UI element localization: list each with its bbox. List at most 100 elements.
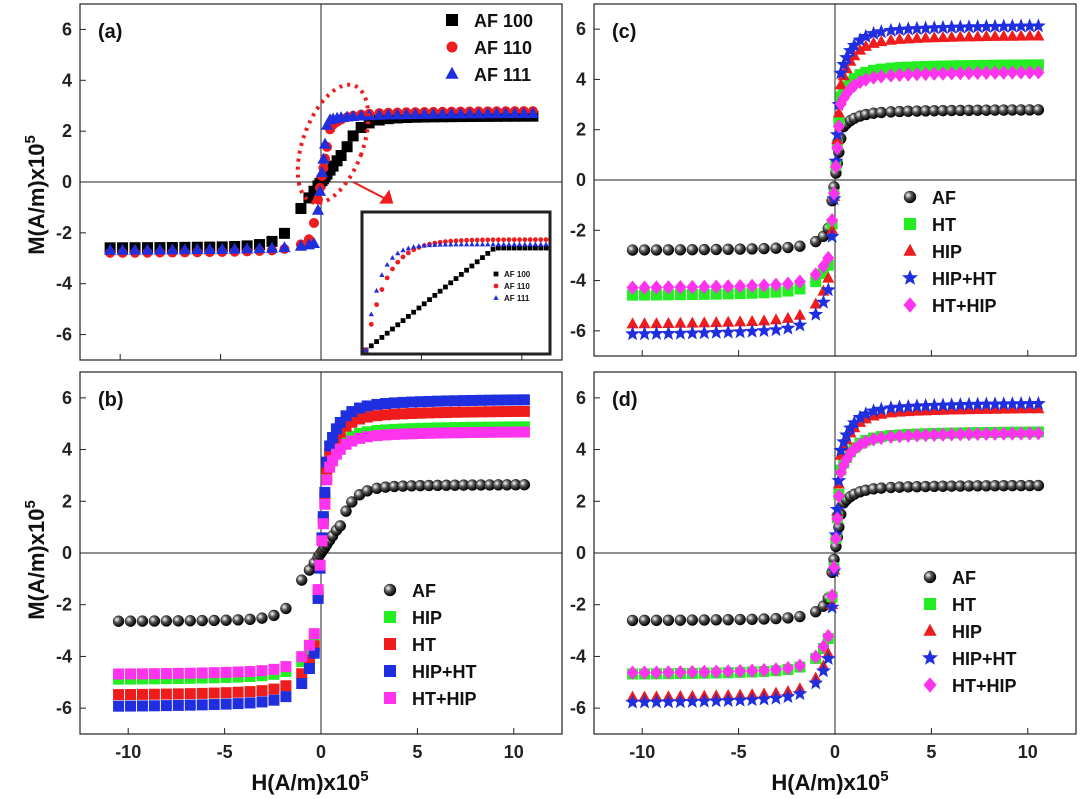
inset-point [532,241,539,247]
data-point [794,610,806,623]
y-tick-label: -2 [56,595,72,615]
data-point [466,394,478,406]
zoom-arrow [352,181,388,201]
data-point [256,685,268,697]
inset-point [416,243,422,249]
data-point [828,560,841,575]
data-point [696,693,712,708]
inset-point [485,241,491,247]
data-point [909,20,925,35]
legend-marker [446,41,458,53]
data-point [1023,65,1036,80]
data-point [650,244,663,256]
legend-label: HIP+HT [932,269,997,289]
data-point [113,668,125,680]
data-point [278,227,290,239]
data-point [153,243,166,255]
data-point [626,665,639,680]
data-point [440,406,452,418]
series-ht-hip [626,426,1045,680]
data-point [440,427,452,439]
data-point [996,396,1012,411]
data-point [936,66,949,81]
data-point [734,243,746,255]
data-point [295,202,307,214]
data-point [232,614,244,626]
data-point [113,689,125,701]
data-point [518,405,530,417]
data-point [997,402,1010,414]
data-point [317,152,330,164]
data-point [875,430,888,446]
y-tick-label: 2 [576,491,586,511]
data-point [232,698,244,710]
x-axis-label-right: H(A/m)x105 [771,768,888,795]
data-point [937,60,949,72]
data-point [492,426,504,438]
data-point [997,426,1010,441]
inset-point [432,242,438,247]
data-point [662,244,675,256]
data-point [371,398,383,410]
legend-marker [445,66,459,79]
data-point [757,314,771,326]
data-point [1005,18,1020,33]
data-point [280,691,292,703]
x-tick-label: 0 [830,742,840,762]
inset-point [458,272,464,277]
data-point [746,243,758,255]
data-point [319,498,331,510]
data-point [661,694,676,709]
data-point [780,689,796,704]
data-point [698,243,710,256]
data-point [397,428,409,440]
x-tick-label: -5 [217,742,233,762]
data-point [989,59,1001,71]
data-point [148,700,160,712]
data-point [820,650,836,665]
data-point [626,614,639,627]
data-point [1015,65,1028,80]
legend-label: HT [932,215,956,235]
data-point [355,121,367,133]
inset-point [405,314,411,319]
data-point [334,520,346,532]
data-point [216,242,229,254]
inset-point [485,251,491,256]
data-point [732,692,748,707]
inset-point [490,246,496,252]
data-point [824,599,840,614]
data-point [1013,18,1029,33]
data-point [662,289,674,301]
data-point [893,67,906,83]
y-tick-label: 6 [62,388,72,408]
data-point [319,486,331,498]
data-point [954,65,967,81]
legend-marker [384,611,396,623]
inset-point [448,238,454,244]
data-point [809,649,822,664]
data-point [490,107,503,119]
y-tick-label: 0 [576,170,586,190]
data-point [244,686,256,698]
data-point [466,426,478,438]
data-point [638,665,651,680]
y-tick-label: 4 [62,70,72,90]
data-point [919,31,932,43]
y-tick-label: 0 [576,543,586,563]
data-point [831,140,844,156]
data-point [758,613,770,625]
y-tick-label: -4 [570,646,586,666]
legend-marker [903,190,917,204]
data-point [919,427,932,443]
data-point [346,435,358,447]
data-point [770,286,782,298]
data-point [674,665,687,680]
data-point [971,426,984,442]
data-point [1032,65,1045,80]
inset-point [522,241,528,247]
data-point [1031,395,1046,410]
data-point [686,664,699,680]
inset-series [363,245,549,353]
